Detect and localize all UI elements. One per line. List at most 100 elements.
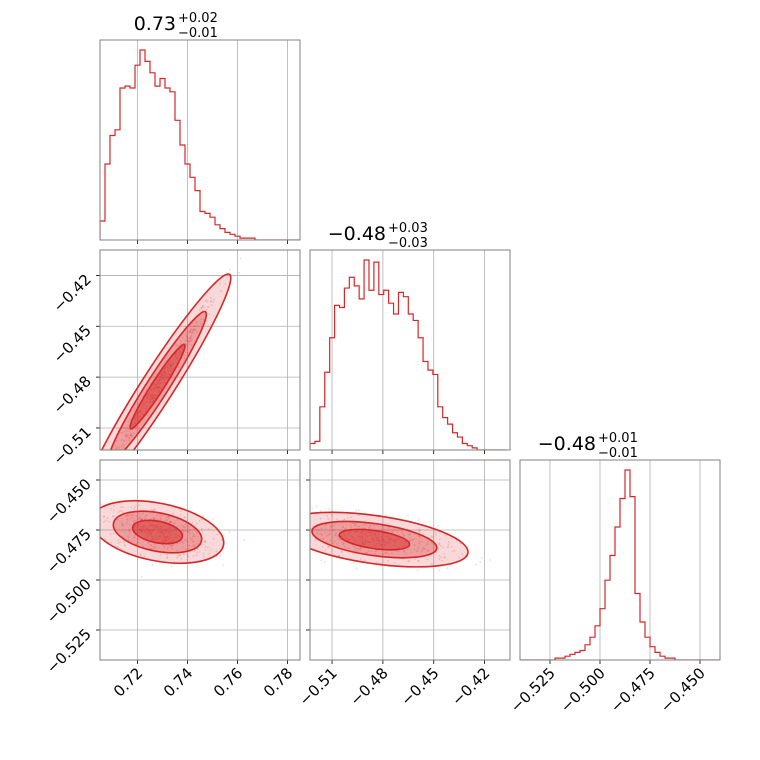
sample-point	[338, 554, 340, 557]
sample-point	[186, 338, 189, 341]
sample-point	[125, 435, 127, 438]
sample-point	[142, 545, 144, 548]
sample-point	[193, 327, 196, 330]
x-tick-label: 0.72	[110, 664, 146, 700]
sample-point	[128, 529, 131, 532]
sample-point	[112, 515, 115, 518]
sample-point	[282, 526, 284, 528]
sample-point	[350, 524, 353, 527]
sample-point	[427, 549, 430, 552]
sample-point	[208, 552, 211, 555]
sample-point	[172, 512, 175, 515]
sample-point	[427, 540, 429, 543]
sample-point	[355, 567, 358, 570]
sample-point	[367, 527, 370, 529]
sample-point	[413, 548, 416, 550]
sample-point	[345, 524, 348, 527]
sample-point	[334, 534, 337, 537]
sample-point	[319, 517, 322, 520]
sample-point	[418, 529, 421, 532]
sample-point	[120, 452, 122, 454]
sample-point	[152, 509, 155, 512]
sample-point	[115, 447, 118, 450]
sample-point	[128, 439, 131, 442]
sample-point	[137, 402, 140, 405]
sample-point	[323, 561, 326, 563]
sample-point	[182, 336, 185, 339]
sample-point	[209, 549, 212, 552]
sample-point	[418, 535, 421, 538]
y-tick-label: −0.45	[50, 321, 95, 366]
histogram-series	[100, 49, 300, 240]
sample-point	[359, 546, 362, 549]
sample-point	[95, 517, 97, 519]
sample-point	[126, 427, 129, 429]
sample-point	[119, 506, 122, 509]
sample-point	[154, 373, 157, 375]
sample-point	[153, 543, 156, 545]
sample-point	[126, 435, 129, 438]
sample-point	[190, 339, 192, 342]
sample-point	[89, 509, 91, 511]
scatter-panel: −0.51 −0.48 −0.45 −0.42	[50, 249, 301, 511]
sample-point	[111, 454, 113, 456]
sample-point	[125, 522, 128, 525]
sample-point	[422, 546, 425, 549]
sample-point	[450, 537, 453, 540]
sample-point	[398, 533, 401, 536]
sample-point	[438, 569, 441, 572]
sample-point	[343, 545, 346, 548]
sample-point	[170, 545, 172, 548]
sample-point	[104, 506, 107, 508]
sample-point	[143, 392, 146, 394]
sample-point	[136, 518, 138, 521]
sample-point	[280, 528, 282, 530]
sample-point	[335, 532, 338, 534]
sample-point	[384, 552, 387, 555]
y-tick-label: −0.450	[43, 475, 95, 527]
density-contour	[129, 343, 186, 430]
sample-point	[117, 542, 120, 545]
sample-point	[447, 541, 450, 543]
y-tick-label: −0.500	[43, 575, 95, 627]
sample-point	[333, 540, 336, 543]
sample-point	[130, 434, 132, 437]
sample-point	[390, 530, 393, 533]
sample-point	[140, 518, 143, 521]
sample-point	[105, 464, 107, 466]
sample-point	[341, 541, 343, 544]
sample-point	[127, 433, 130, 436]
panel-title: 0.73 +0.02−0.01	[134, 11, 218, 41]
sample-point	[168, 521, 171, 524]
sample-point	[129, 432, 132, 435]
sample-point	[342, 526, 345, 528]
sample-point	[346, 516, 349, 519]
sample-point	[110, 498, 113, 501]
sample-point	[322, 537, 325, 540]
sample-point	[152, 545, 155, 548]
sample-point	[186, 337, 189, 340]
sample-point	[453, 549, 456, 552]
sample-point	[343, 518, 346, 521]
sample-point	[205, 308, 208, 311]
sample-point	[166, 548, 169, 550]
y-tick-label: −0.42	[50, 271, 95, 316]
sample-point	[182, 525, 185, 528]
sample-point	[129, 517, 131, 520]
sample-point	[327, 545, 330, 548]
sample-point	[169, 521, 172, 523]
sample-point	[105, 467, 107, 469]
sample-point	[163, 545, 166, 548]
sample-point	[125, 439, 128, 442]
sample-point	[414, 558, 416, 560]
sample-point	[440, 556, 443, 558]
sample-point	[353, 561, 355, 564]
sample-point	[222, 564, 224, 567]
sample-point	[183, 354, 186, 357]
sample-point	[334, 523, 337, 525]
axes-frame	[99, 459, 301, 661]
sample-point	[182, 541, 185, 544]
sample-point	[356, 550, 359, 553]
sample-point	[418, 519, 420, 521]
sample-point	[354, 547, 357, 550]
